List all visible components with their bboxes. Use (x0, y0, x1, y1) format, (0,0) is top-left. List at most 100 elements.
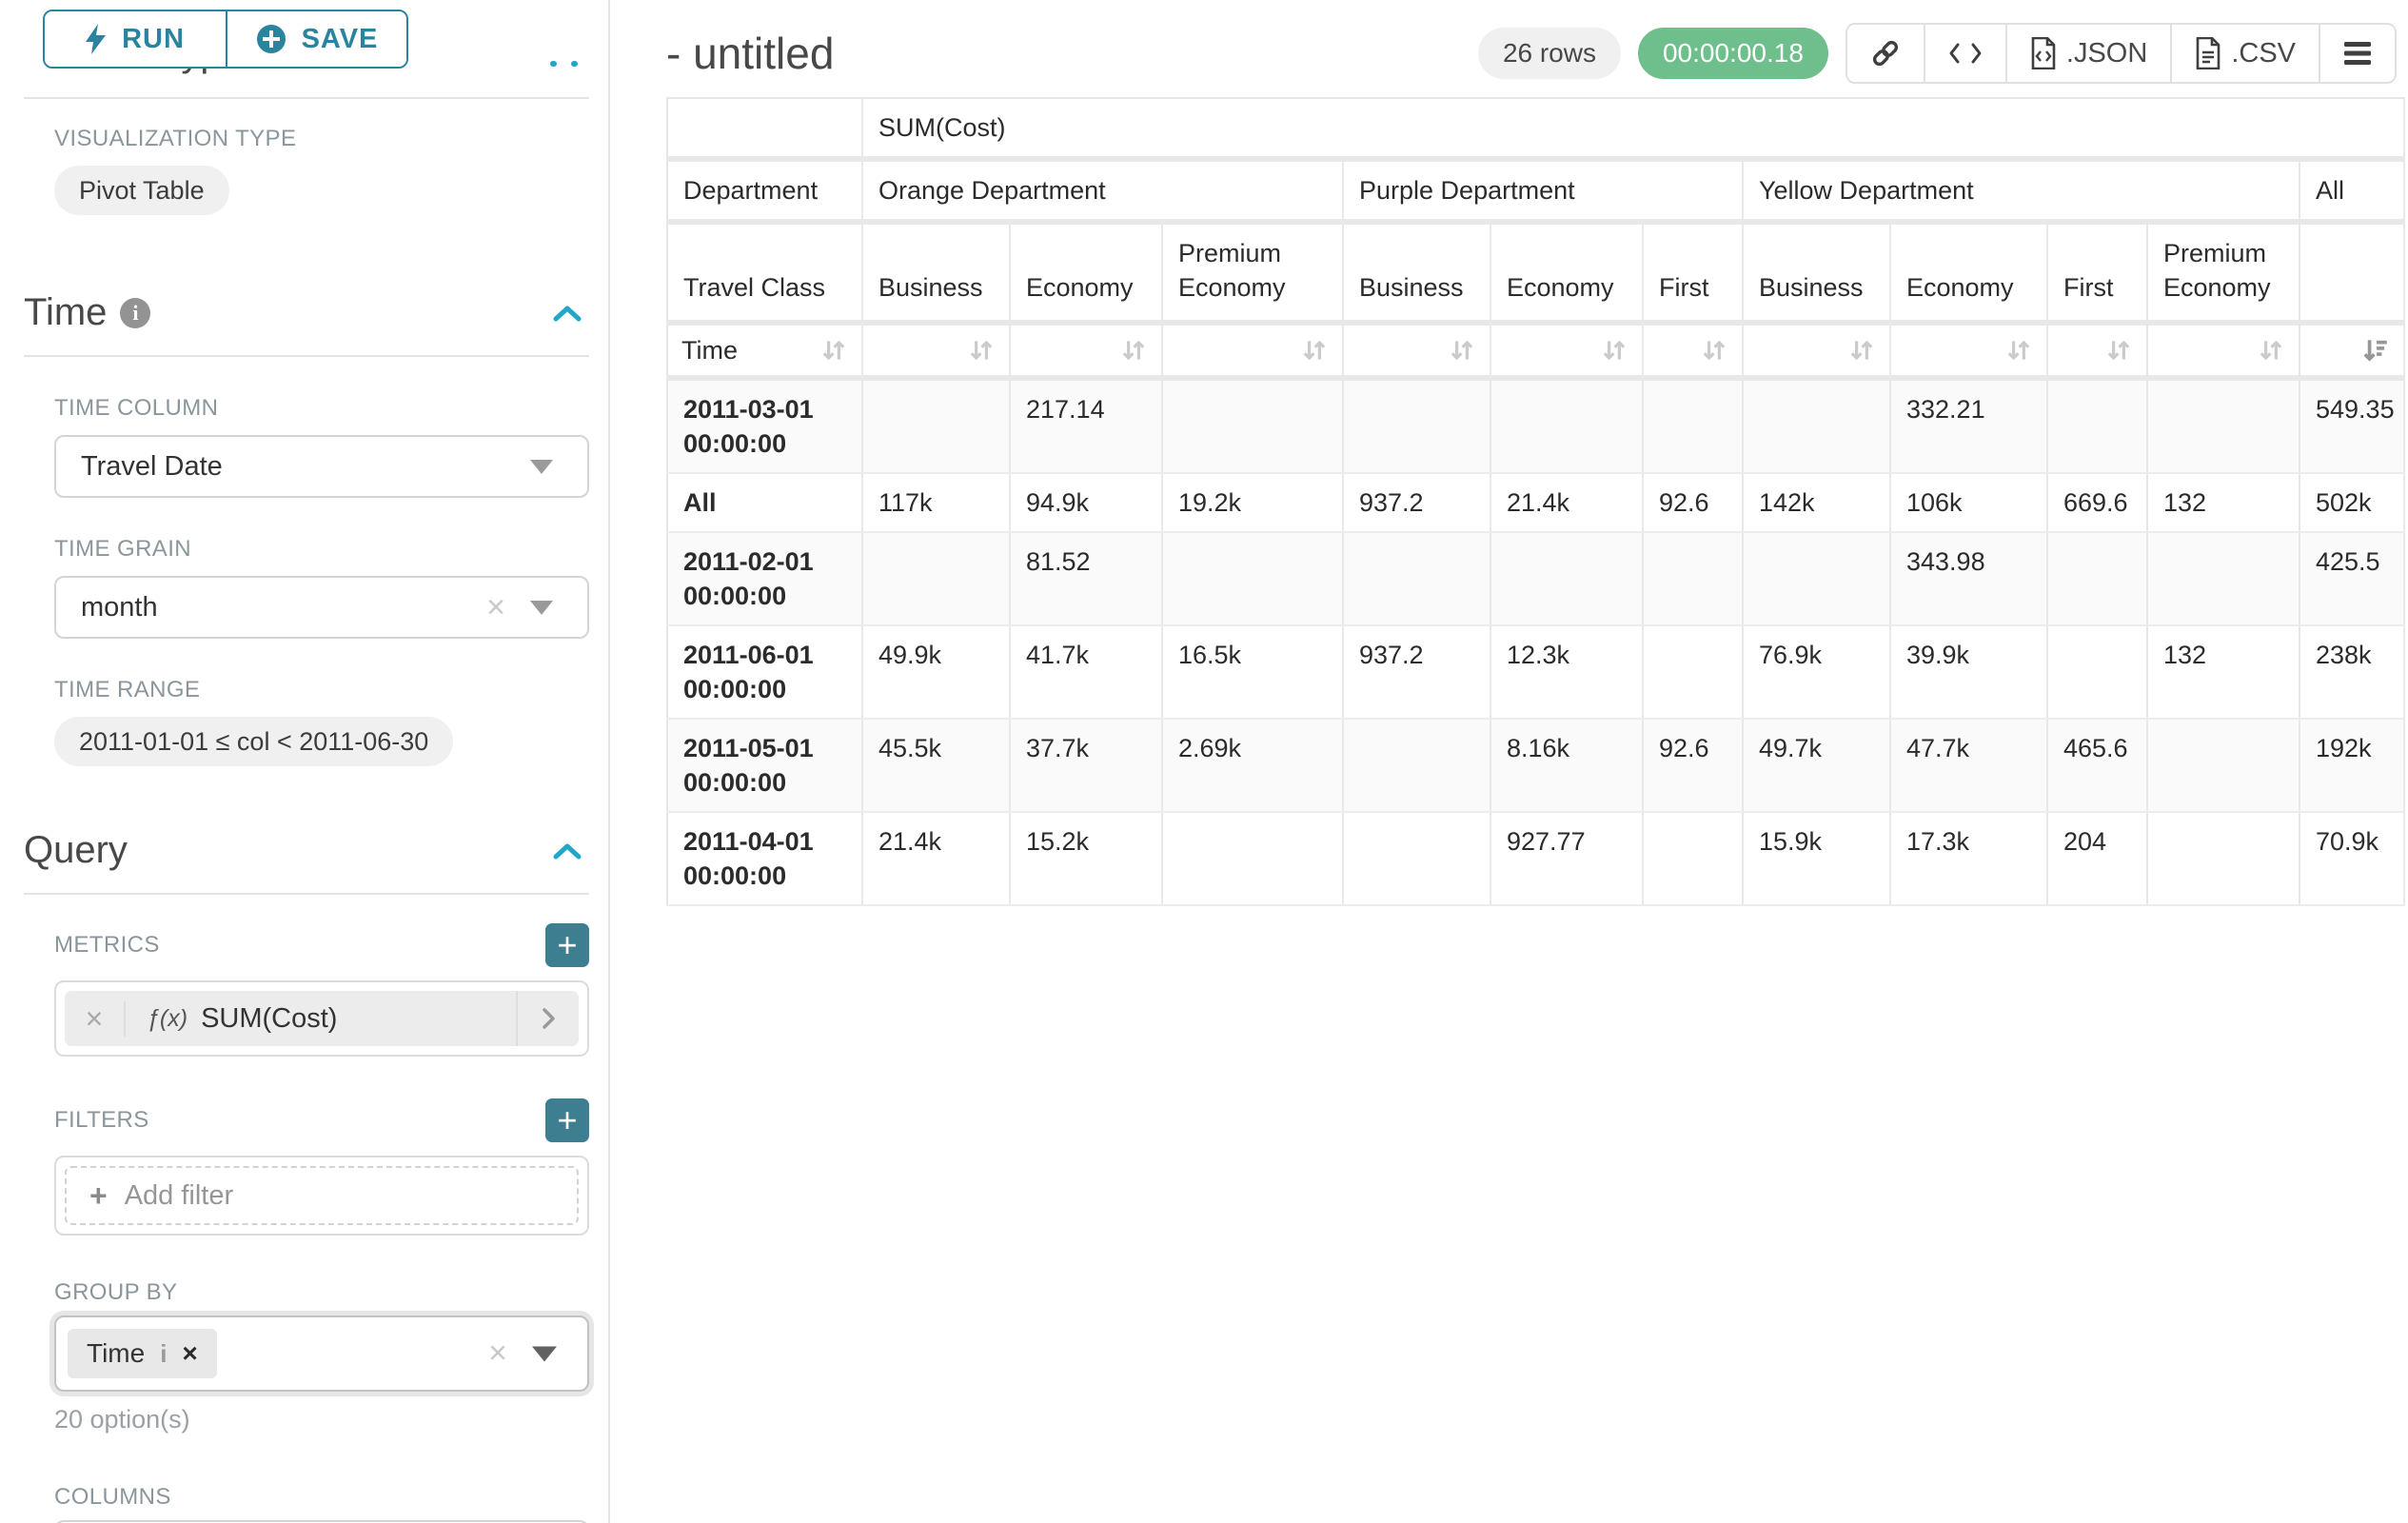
code-icon (1948, 39, 1983, 68)
sort-icon[interactable] (819, 336, 848, 365)
time-grain-select[interactable]: month × (54, 576, 589, 639)
column-leaf-header: Business (1743, 222, 1891, 326)
close-icon[interactable]: × (488, 1335, 507, 1372)
row-dimension-time: Time (681, 336, 738, 365)
value-cell: 21.4k (1490, 473, 1644, 533)
columns-label: COLUMNS (54, 1484, 171, 1510)
sort-desc-icon[interactable] (2361, 336, 2390, 365)
sort-column-header[interactable] (1743, 323, 1891, 381)
column-leaf-header: Premium Economy (2147, 222, 2300, 326)
remove-chip-icon[interactable]: × (182, 1338, 198, 1368)
sort-column-header[interactable] (1890, 323, 2048, 381)
chart-title[interactable]: - untitled (666, 29, 835, 78)
value-cell (1643, 532, 1744, 626)
filters-label: FILTERS (54, 1107, 149, 1133)
column-group-header: All (2299, 159, 2406, 225)
value-cell: 217.14 (1010, 378, 1163, 474)
caret-down-icon (530, 600, 553, 615)
value-cell: 465.6 (2047, 719, 2148, 813)
value-cell: 49.7k (1743, 719, 1891, 813)
add-filter-button[interactable]: + Add filter (65, 1166, 579, 1225)
table-row: 2011-05-01 00:00:00 45.5k 37.7k 2.69k 8.16k 9… (667, 719, 2406, 813)
chevron-up-icon[interactable] (553, 305, 582, 322)
control-panel: Chart Type RUN SAVE (0, 0, 610, 1523)
sort-column-header[interactable] (1162, 323, 1344, 381)
value-cell: 106k (1890, 473, 2048, 533)
query-section-title: Query (24, 829, 128, 871)
chevron-fragment-icon (571, 61, 578, 67)
sort-icon[interactable] (1700, 336, 1728, 365)
add-filter-plus-button[interactable]: + (545, 1098, 589, 1142)
info-icon: i (160, 1338, 168, 1368)
sort-column-header[interactable] (1643, 323, 1744, 381)
column-leaf-header: Economy (1890, 222, 2048, 326)
metric-item[interactable]: × ƒ(x) SUM(Cost) (65, 991, 579, 1046)
chevron-right-icon[interactable] (516, 991, 579, 1046)
view-query-button[interactable] (1923, 25, 2005, 82)
column-group-header: Yellow Department (1743, 159, 2300, 225)
export-json-button[interactable]: .JSON (2004, 25, 2171, 82)
sort-column-header[interactable] (1010, 323, 1163, 381)
sort-icon[interactable] (1448, 336, 1476, 365)
sort-icon[interactable] (967, 336, 996, 365)
column-leaf-header: First (2047, 222, 2148, 326)
metrics-box: × ƒ(x) SUM(Cost) (54, 980, 589, 1057)
sort-icon[interactable] (2104, 336, 2133, 365)
column-leaf-header: Business (862, 222, 1011, 326)
group-by-label: GROUP BY (54, 1279, 178, 1305)
value-cell (2147, 719, 2300, 813)
chip-label: Time (87, 1338, 146, 1368)
chevron-up-icon[interactable] (553, 842, 582, 860)
group-by-chip[interactable]: Time i × (68, 1329, 217, 1378)
value-cell: 39.9k (1890, 625, 2048, 720)
value-cell: 2.69k (1162, 719, 1344, 813)
value-cell: 142k (1743, 473, 1891, 533)
time-sort-header[interactable]: Time (667, 323, 863, 381)
value-cell (1343, 532, 1491, 626)
viz-type-label: VISUALIZATION TYPE (54, 126, 297, 151)
add-metric-button[interactable]: + (545, 923, 589, 967)
caret-down-icon (532, 1346, 557, 1361)
save-button[interactable]: SAVE (226, 11, 406, 67)
sort-icon[interactable] (2257, 336, 2285, 365)
column-leaf-header: Business (1343, 222, 1491, 326)
value-cell (1162, 378, 1344, 474)
menu-button[interactable] (2319, 25, 2395, 82)
close-icon[interactable]: × (65, 1000, 126, 1037)
close-icon[interactable]: × (486, 588, 505, 625)
sort-column-header[interactable] (2299, 323, 2406, 381)
sort-icon[interactable] (1119, 336, 1148, 365)
share-link-button[interactable] (1846, 25, 1924, 82)
sort-column-header[interactable] (1343, 323, 1491, 381)
chart-header: - untitled 26 rows 00:00:00.18 (612, 0, 2408, 84)
pivot-table: SUM(Cost) Department Orange Department Purp… (666, 97, 2406, 906)
time-range-pill[interactable]: 2011-01-01 ≤ col < 2011-06-30 (54, 717, 454, 766)
time-range-label: TIME RANGE (54, 677, 201, 702)
value-cell: 937.2 (1343, 473, 1491, 533)
sort-icon[interactable] (1847, 336, 1876, 365)
caret-down-icon (530, 459, 553, 474)
run-button[interactable]: RUN (45, 11, 226, 67)
export-csv-button[interactable]: .CSV (2170, 25, 2319, 82)
add-filter-label: Add filter (124, 1179, 234, 1211)
row-dimension-travel-class: Travel Class (667, 222, 863, 326)
value-cell: 15.9k (1743, 812, 1891, 906)
sort-icon[interactable] (2004, 336, 2033, 365)
chevron-fragment-icon (550, 61, 557, 67)
sort-column-header[interactable] (2047, 323, 2148, 381)
viz-type-pill[interactable]: Pivot Table (54, 166, 229, 215)
sort-icon[interactable] (1600, 336, 1628, 365)
value-cell (1490, 532, 1644, 626)
sort-column-header[interactable] (1490, 323, 1644, 381)
sort-icon[interactable] (1300, 336, 1329, 365)
sort-column-header[interactable] (862, 323, 1011, 381)
sort-column-header[interactable] (2147, 323, 2300, 381)
table-row: All 117k 94.9k 19.2k 937.2 21.4k 92.6 142k 106k 6… (667, 473, 2406, 533)
value-cell (862, 532, 1011, 626)
value-cell: 192k (2299, 719, 2406, 813)
time-grain-value: month (81, 591, 158, 623)
value-cell (1490, 378, 1644, 474)
group-by-select[interactable]: Time i × × (54, 1315, 589, 1392)
value-cell: 92.6 (1643, 719, 1744, 813)
time-column-select[interactable]: Travel Date (54, 435, 589, 498)
